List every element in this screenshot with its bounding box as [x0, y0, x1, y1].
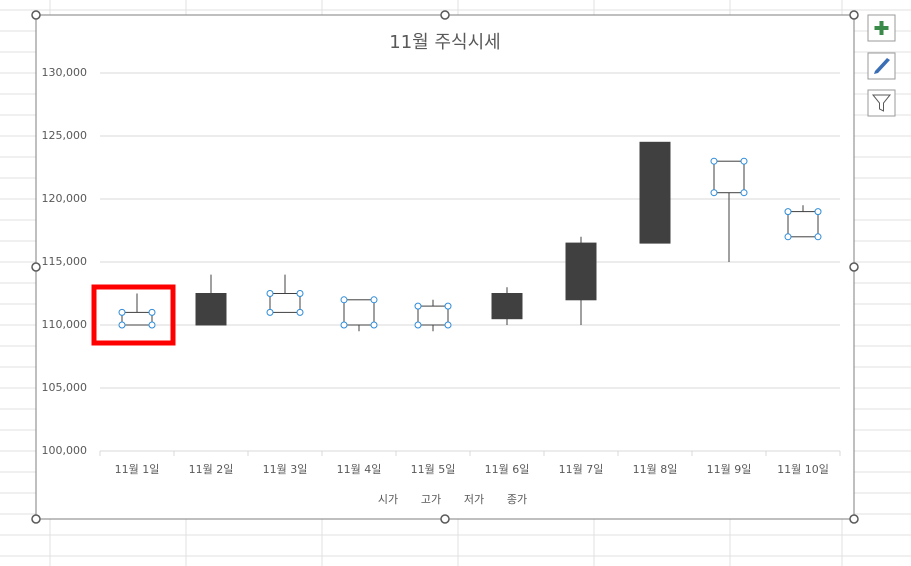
- selection-handle: [340, 321, 348, 329]
- candle-body: [713, 160, 745, 194]
- x-tick-label: 11월 8일: [633, 462, 678, 476]
- resize-handle[interactable]: [440, 514, 450, 524]
- selection-handle: [266, 290, 274, 297]
- x-tick-label: 11월 7일: [559, 462, 604, 476]
- chart-title: 11월 주식시세: [389, 32, 500, 53]
- resize-handle[interactable]: [31, 10, 41, 20]
- selection-handle: [296, 308, 304, 316]
- x-tick-label: 11월 6일: [485, 462, 530, 476]
- y-tick-label: 105,000: [42, 381, 88, 394]
- candle-body: [121, 311, 153, 326]
- chart-area[interactable]: [35, 14, 855, 520]
- selection-handle: [814, 208, 822, 216]
- candle-body: [639, 141, 671, 244]
- selection-handle: [370, 321, 378, 329]
- selection-handle: [784, 233, 792, 241]
- selection-handle: [370, 296, 378, 304]
- selection-handle: [148, 308, 156, 316]
- resize-handle[interactable]: [849, 10, 859, 20]
- add-element-button[interactable]: [867, 14, 896, 42]
- filter-button[interactable]: [867, 89, 896, 117]
- selection-handle: [740, 189, 748, 197]
- highlight-box: [91, 284, 176, 346]
- y-tick-label: 120,000: [42, 192, 88, 205]
- x-tick-label: 11월 2일: [189, 462, 234, 476]
- candle-body: [491, 293, 523, 320]
- selection-handle: [118, 308, 126, 316]
- selection-handle: [340, 296, 348, 304]
- x-tick-label: 11월 9일: [707, 462, 752, 476]
- legend-entry: 고가: [421, 493, 441, 506]
- filter-icon: [871, 94, 892, 112]
- legend-entry: 종가: [507, 493, 527, 506]
- resize-handle[interactable]: [31, 514, 41, 524]
- resize-handle[interactable]: [849, 262, 859, 272]
- selection-handle: [784, 208, 792, 216]
- selection-handle: [444, 302, 452, 310]
- selection-handle: [296, 290, 304, 297]
- x-tick-label: 11월 4일: [337, 462, 382, 476]
- selection-handle: [814, 233, 822, 241]
- candle-body: [787, 211, 819, 238]
- y-tick-label: 115,000: [42, 255, 88, 268]
- y-tick-label: 110,000: [42, 318, 88, 331]
- candle-body: [269, 293, 301, 313]
- selection-handle: [710, 189, 718, 197]
- candle-body: [417, 305, 449, 326]
- candle-body: [565, 242, 597, 301]
- resize-handle[interactable]: [440, 10, 450, 20]
- candle-body: [195, 293, 227, 326]
- selection-handle: [148, 321, 156, 329]
- selection-handle: [444, 321, 452, 329]
- selection-handle: [414, 302, 422, 310]
- selection-handle: [414, 321, 422, 329]
- x-tick-label: 11월 10일: [777, 462, 829, 476]
- x-tick-label: 11월 5일: [411, 462, 456, 476]
- legend-entry: 저가: [464, 493, 484, 506]
- selection-handle: [118, 321, 126, 329]
- resize-handle[interactable]: [31, 262, 41, 272]
- selection-handle: [740, 157, 748, 165]
- resize-handle[interactable]: [849, 514, 859, 524]
- plus-icon: [874, 21, 889, 35]
- candle-body: [343, 299, 375, 326]
- brush-icon: [874, 58, 890, 74]
- y-tick-label: 125,000: [42, 129, 88, 142]
- x-tick-label: 11월 1일: [115, 462, 160, 476]
- x-tick-label: 11월 3일: [263, 462, 308, 476]
- legend-entry: 시가: [378, 493, 398, 506]
- y-tick-label: 100,000: [42, 444, 88, 457]
- y-tick-label: 130,000: [42, 66, 88, 79]
- plot: 100,000 105,000 110,000 115,000 120,000 125,0…: [42, 66, 841, 506]
- selection-handle: [710, 157, 718, 165]
- chart-buttons: [867, 14, 896, 117]
- chart-handles: [31, 10, 859, 524]
- selection-handle: [266, 308, 274, 316]
